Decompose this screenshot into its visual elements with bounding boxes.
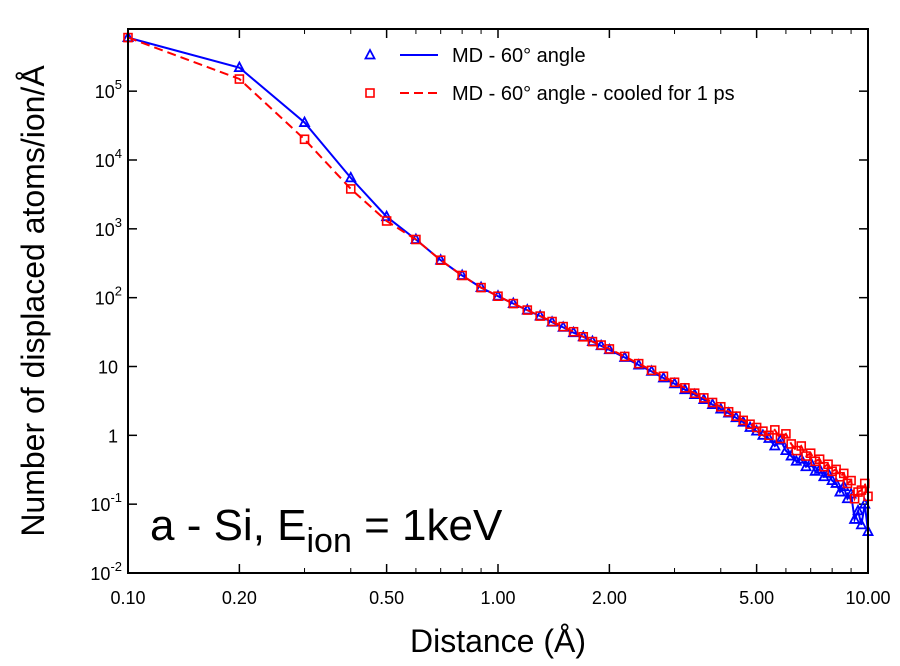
data-point [619,351,630,362]
y-tick-label: 105 [95,77,122,102]
x-tick-label: 0.50 [369,588,404,608]
series-line [127,36,869,532]
data-point [830,476,843,488]
data-point [476,282,486,293]
data-point [768,439,781,451]
data-point [381,216,392,226]
data-point [779,443,792,456]
legend-label: MD - 60° angle [452,45,586,67]
data-point [233,60,246,72]
data-point [604,344,615,354]
data-point [796,441,807,451]
data-point [809,464,822,476]
y-axis: 10-2 10-1 1 10 102 103 104 105 [90,77,868,584]
data-point [730,410,743,423]
x-tick-label: 2.00 [592,588,627,608]
data-point [522,305,533,315]
data-point [493,291,503,302]
x-tick-label: 1.00 [480,588,515,608]
data-point [558,321,568,332]
data-point [837,479,850,491]
data-point [786,439,796,449]
y-tick-label: 1 [108,426,118,446]
data-point [646,365,657,376]
data-point [345,184,356,194]
data-point [299,134,310,145]
x-axis-title: Distance (Å) [410,623,586,659]
data-point [770,425,780,435]
data-point [535,311,545,321]
y-tick-label: 10-1 [90,490,122,515]
data-point [774,433,787,445]
data-point [852,503,865,516]
data-point [678,382,691,395]
y-tick-label: 10 [98,357,118,377]
data-point [680,383,690,393]
data-point [855,517,868,530]
data-point [833,485,846,497]
x-tick-label: 0.10 [110,588,145,608]
series-line [127,36,869,502]
data-point [457,270,467,281]
data-point [838,468,849,479]
data-point [633,358,644,369]
data-point [568,326,579,337]
y-tick-label: 103 [95,215,122,240]
data-point [411,234,421,245]
data-point [547,316,557,327]
plot-series [122,30,874,536]
plot-frame [127,28,869,574]
data-point [848,512,861,524]
data-point [508,298,519,309]
y-tick-label: 10-2 [90,559,122,584]
data-point [715,401,726,412]
data-point [298,115,311,127]
data-point [668,376,681,389]
chart-annotation: a - Si, Eion = 1keV [150,501,503,560]
data-point [689,388,700,398]
data-point [822,466,835,478]
y-tick-label: 104 [95,146,122,171]
data-point [578,332,589,342]
data-point [804,455,817,468]
data-point [762,431,775,443]
x-tick-label: 10.00 [845,588,890,608]
x-axis: 0.10 0.20 0.50 1.00 2.00 5.00 10.00 [110,29,891,608]
data-point [795,452,808,464]
legend-marker [365,88,375,98]
x-tick-label: 0.20 [222,588,257,608]
data-point [658,371,669,382]
data-point [846,475,856,486]
data-point [813,462,826,474]
legend-marker [364,48,376,60]
legend: MD - 60° angle MD - 60° angle - cooled fo… [364,45,735,105]
data-point [669,377,680,388]
data-point [344,170,357,183]
data-point [435,255,446,266]
data-point [764,430,774,441]
legend-label: MD - 60° angle - cooled for 1 ps [452,83,735,105]
data-point [234,74,245,84]
x-tick-label: 5.00 [739,588,774,608]
data-point [714,402,727,414]
y-axis-title: Number of displaced atoms/ion/Å [15,65,51,537]
y-tick-label: 102 [95,284,122,309]
data-point [781,429,791,439]
